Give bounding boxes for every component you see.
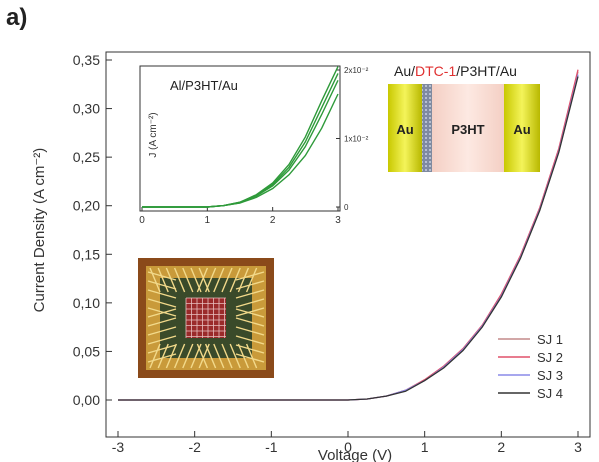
inset-series <box>142 66 339 208</box>
y-tick-label: 0,05 <box>73 343 100 359</box>
middle-layer-label: P3HT <box>451 122 484 137</box>
inset-title: Al/P3HT/Au <box>170 78 238 93</box>
inset-y-tick-label: 0 <box>344 203 349 212</box>
x-tick-label: 2 <box>497 439 505 455</box>
main-axes: -3 -2 -1 0 1 2 3 0,00 0,05 0,10 0,15 0,20 0,25 0,30 0,… <box>73 52 582 455</box>
main-series <box>118 69 579 401</box>
device-label-prefix: Au/ <box>394 63 415 79</box>
y-tick-label: 0,10 <box>73 295 100 311</box>
y-tick-label: 0,25 <box>73 149 100 165</box>
y-axis-title: Current Density (A cm⁻²) <box>31 148 48 313</box>
y-tick-label: 0,30 <box>73 101 100 117</box>
right-electrode-label: Au <box>513 122 530 137</box>
dtc-layer <box>422 84 432 172</box>
device-label-suffix: /P3HT/Au <box>456 63 517 79</box>
inset-x-tick-label: 1 <box>205 215 211 226</box>
device-label: Au/DTC-1/P3HT/Au <box>394 63 517 79</box>
x-tick-label: -1 <box>265 439 278 455</box>
y-tick-label: 0,35 <box>73 52 100 68</box>
y-tick-label: 0,00 <box>73 392 100 408</box>
p3ht-layer <box>432 84 504 172</box>
legend-label-4: SJ 4 <box>537 386 563 401</box>
device-label-highlight: DTC-1 <box>415 63 456 79</box>
x-tick-label: 1 <box>421 439 429 455</box>
legend-label-3: SJ 3 <box>537 368 563 383</box>
series-line-4 <box>118 76 579 401</box>
y-tick-label: 0,20 <box>73 198 100 214</box>
inset-series-line-4 <box>142 79 339 208</box>
chip-photo <box>138 258 274 378</box>
legend-label-1: SJ 1 <box>537 332 563 347</box>
x-tick-label: 0 <box>344 439 352 455</box>
legend: SJ 1 SJ 2 SJ 3 SJ 4 <box>498 332 563 401</box>
left-electrode <box>388 84 422 172</box>
legend-label-2: SJ 2 <box>537 350 563 365</box>
left-electrode-label: Au <box>396 122 413 137</box>
right-electrode <box>504 84 540 172</box>
panel-label: a) <box>6 4 28 31</box>
inset-x-tick-label: 0 <box>139 215 145 226</box>
inset-x-tick-label: 3 <box>335 215 341 226</box>
inset-y-axis-title: J (A cm⁻²) <box>148 112 159 157</box>
x-axis-title: Voltage (V) <box>318 447 392 462</box>
x-tick-label: -2 <box>188 439 201 455</box>
x-tick-label: 3 <box>574 439 582 455</box>
inset-y-tick-label: 2x10⁻² <box>344 66 369 75</box>
inset-y-tick-label: 1x10⁻² <box>344 135 369 144</box>
inset-x-tick-label: 2 <box>270 215 276 226</box>
device-diagram: Au/DTC-1/P3HT/Au Au P3HT Au <box>388 63 540 172</box>
x-tick-label: -3 <box>112 439 125 455</box>
y-tick-label: 0,15 <box>73 246 100 262</box>
